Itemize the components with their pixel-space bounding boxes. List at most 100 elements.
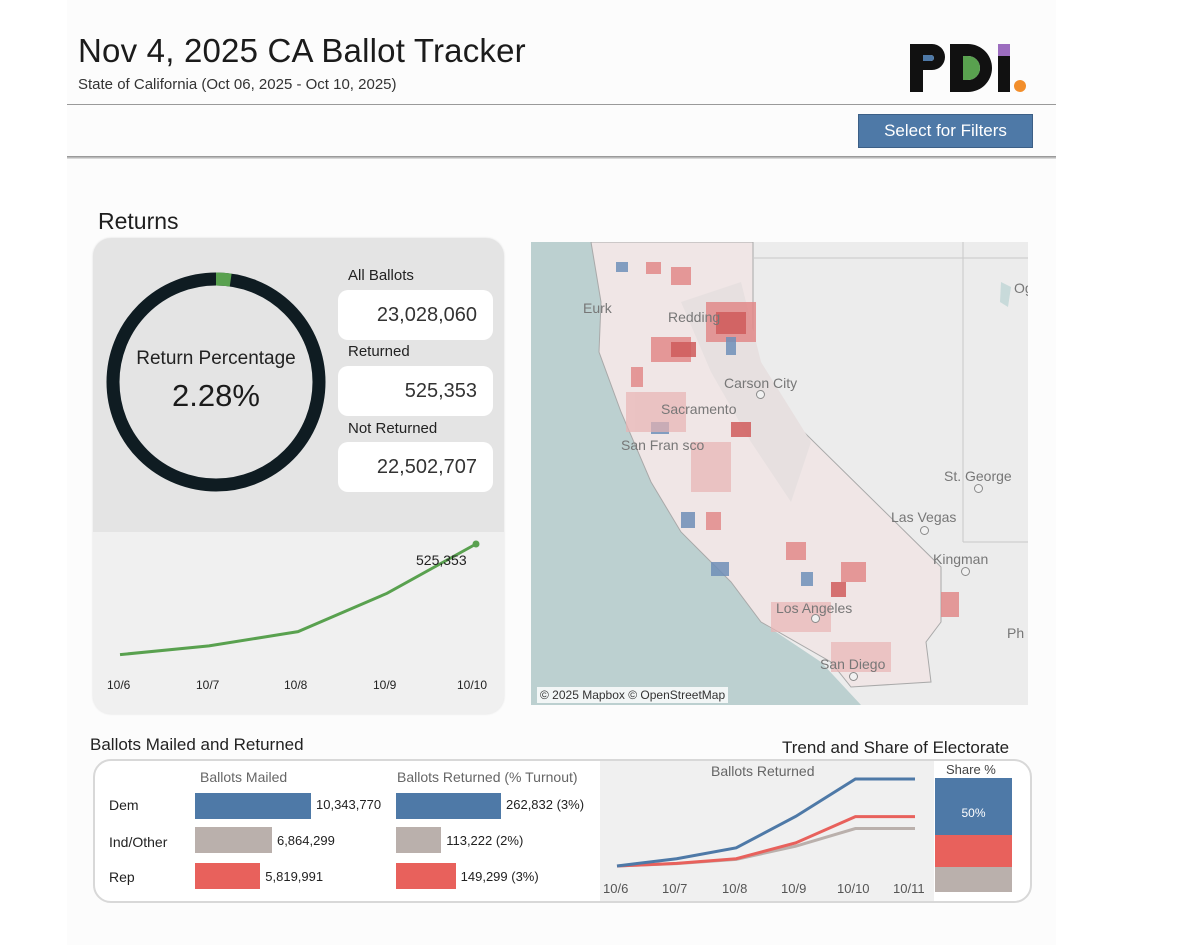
map-city-marker (974, 484, 983, 493)
trend-tick-label: 10/7 (662, 881, 688, 896)
map-city-label: Eurk (583, 300, 612, 316)
select-filters-button[interactable]: Select for Filters (858, 114, 1033, 148)
returned-value-dem: 262,832 (3%) (506, 797, 585, 812)
return-percentage-ring (106, 272, 326, 492)
precinct-shading (631, 262, 959, 617)
not-returned-value: 22,502,707 (338, 442, 493, 492)
filter-bar-divider (67, 156, 1056, 159)
line-tick-label: 10/8 (284, 678, 308, 692)
lake-shape (1000, 282, 1011, 307)
precinct-shading-cell (671, 267, 691, 285)
party-label-dem: Dem (109, 797, 139, 813)
map-city-marker (849, 672, 858, 681)
precinct-shading-cell (716, 312, 746, 334)
return-percentage-label: Return Percentage (136, 348, 296, 369)
precinct-shading-cell (786, 542, 806, 560)
map-city-label: Redding (668, 309, 721, 325)
pdi-logo (910, 44, 1026, 92)
share-segment-rep (935, 835, 1012, 867)
mailed-value-rep: 5,819,991 (265, 869, 324, 884)
header-divider (67, 104, 1056, 105)
map-city-marker (811, 614, 820, 623)
returned-value: 525,353 (338, 366, 493, 416)
ring-progress-arc (106, 272, 326, 492)
returned-label: Returned (348, 343, 410, 360)
precinct-shading-cell (831, 582, 846, 597)
trend-tick-label: 10/9 (781, 881, 807, 896)
returns-line-series (119, 542, 477, 657)
share-segment-ind (935, 866, 1012, 892)
returned-bar-rep (396, 863, 456, 889)
map-city-label: St. George (944, 468, 1012, 484)
returns-section-title: Returns (98, 208, 179, 234)
precinct-shading-cell (681, 512, 695, 528)
trend-tick-label: 10/8 (722, 881, 748, 896)
precinct-shading-cell (731, 422, 751, 437)
mailed-bar-dem (195, 793, 311, 819)
map-city-label: San Fran sco (621, 437, 705, 453)
trend-line-dem (616, 777, 915, 868)
precinct-shading-cell (671, 342, 696, 357)
returns-card: Return Percentage 2.28% All Ballots 23,0… (93, 238, 504, 714)
returns-line-endpoint (472, 540, 480, 548)
map-city-marker (756, 390, 765, 399)
map-city-label: San Diego (820, 656, 886, 672)
trend-line-chart (616, 777, 915, 868)
trend-chart-header: Ballots Returned (711, 763, 815, 779)
california-precinct-map[interactable]: Eurk Redding Carson City Sacramento San … (531, 242, 1028, 705)
mailed-returned-title: Ballots Mailed and Returned (90, 735, 304, 754)
map-city-label: Ph (1007, 625, 1025, 641)
precinct-shading-cell (631, 367, 643, 387)
returned-value-ind: 113,222 (2%) (446, 833, 524, 848)
precinct-shading-cell (706, 512, 721, 530)
map-city-label: Og (1014, 280, 1028, 296)
precinct-shading-cell (831, 642, 891, 672)
map-city-label: Sacramento (661, 401, 737, 417)
party-label-rep: Rep (109, 869, 135, 885)
trend-line-rep (616, 815, 915, 868)
map-city-marker (920, 526, 929, 535)
share-header: Share % (946, 762, 996, 777)
map-city-marker (961, 567, 970, 576)
returned-column-header: Ballots Returned (% Turnout) (397, 769, 578, 785)
map-city-label: Los Angeles (776, 600, 853, 616)
returns-line-chart (119, 540, 480, 657)
page-title: Nov 4, 2025 CA Ballot Tracker (78, 32, 526, 69)
precinct-shading-cell (941, 592, 959, 617)
all-ballots-value: 23,028,060 (338, 290, 493, 340)
precinct-shading-cell (771, 602, 831, 632)
mailed-value-ind: 6,864,299 (276, 833, 335, 848)
share-dem-label: 50% (961, 806, 986, 820)
line-tick-label: 10/7 (196, 678, 220, 692)
not-returned-label: Not Returned (348, 420, 438, 437)
mailed-column-header: Ballots Mailed (200, 769, 288, 785)
precinct-shading-cell (646, 262, 661, 274)
returned-bar-dem (396, 793, 501, 819)
precinct-shading-cell (691, 442, 731, 492)
precinct-shading-cell (801, 572, 813, 586)
mailed-bar-rep (195, 863, 261, 889)
precinct-shading-cell (711, 562, 729, 576)
line-tick-label: 10/9 (373, 678, 397, 692)
mailed-value-dem: 10,343,770 (316, 797, 382, 812)
return-percentage-value: 2.28% (172, 378, 260, 413)
returned-value-rep: 149,299 (3%) (460, 869, 539, 884)
share-segment-dem (935, 778, 1012, 835)
trend-tick-label: 10/10 (837, 881, 870, 896)
returned-bar-ind (396, 827, 442, 853)
map-city-label: Las Vegas (891, 509, 957, 525)
right-gutter (1056, 0, 1179, 945)
map-attribution[interactable]: © 2025 Mapbox © OpenStreetMap (537, 687, 729, 703)
party-label-ind: Ind/Other (109, 834, 168, 850)
map-city-label: Kingman (933, 551, 989, 567)
map-city-label: Carson City (724, 375, 798, 391)
line-tick-label: 10/10 (457, 678, 488, 692)
line-end-label: 525,353 (416, 552, 467, 568)
precinct-shading (626, 392, 891, 672)
all-ballots-label: All Ballots (348, 267, 414, 284)
trend-share-title: Trend and Share of Electorate (782, 738, 1010, 757)
trend-tick-label: 10/11 (893, 881, 925, 896)
precinct-shading-cell (616, 262, 628, 272)
map-ocean (531, 242, 861, 705)
